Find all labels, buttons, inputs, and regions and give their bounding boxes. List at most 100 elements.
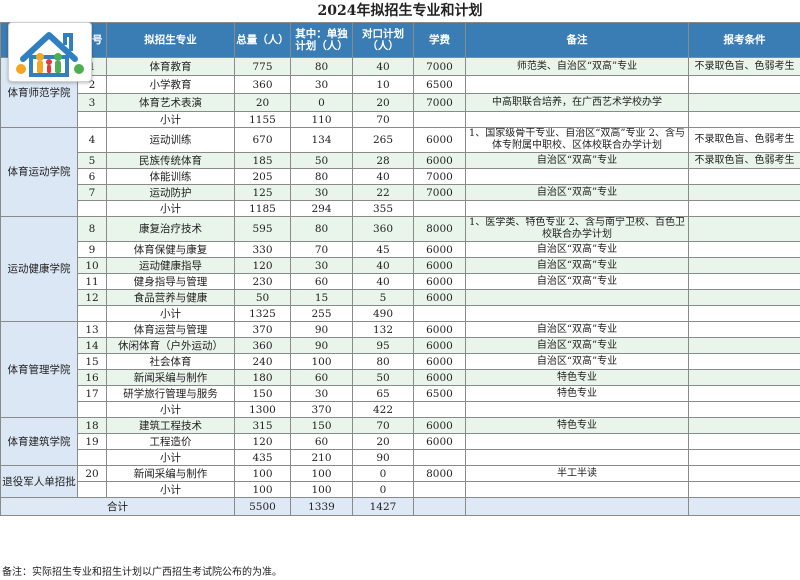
single-plan-count: 100 — [290, 465, 353, 482]
remark — [465, 75, 689, 94]
major-name: 休闲体育（户外运动） — [106, 337, 235, 354]
tuition-fee: 6500 — [413, 75, 466, 94]
row-number: 19 — [77, 433, 107, 450]
subtotal-duikou: 355 — [352, 200, 414, 217]
total-count: 230 — [234, 273, 291, 290]
total-count: 150 — [234, 385, 291, 402]
major-name: 工程造价 — [106, 433, 235, 450]
table-row: 运动健康学院 8 康复治疗技术 595 80 360 8000 1、医学类、特色专业 2、含与… — [0, 216, 800, 322]
table-row: 16 新闻采编与制作 180 60 50 6000 特色专业 — [1, 369, 800, 386]
subtotal-row: 小计 100 100 0 — [1, 481, 800, 498]
table-row: 体育管理学院 13 体育运营与管理 370 90 132 6000 自治区“双高”专业 — [0, 321, 800, 418]
grand-total-total: 5500 — [234, 497, 291, 516]
major-name: 体育艺术表演 — [106, 93, 235, 112]
total-count: 670 — [234, 127, 291, 153]
header-major: 拟招生专业 — [106, 22, 235, 58]
subtotal-total: 100 — [234, 481, 291, 498]
tuition-fee: 6000 — [413, 152, 466, 169]
total-count: 100 — [234, 465, 291, 482]
tuition-fee: 6500 — [413, 385, 466, 402]
single-plan-count: 60 — [290, 433, 353, 450]
tuition-fee: 6000 — [413, 417, 466, 434]
total-count: 50 — [234, 289, 291, 306]
requirements — [688, 216, 800, 242]
row-number: 11 — [77, 273, 107, 290]
table-row: 6 体能训练 205 80 40 7000 — [1, 168, 800, 185]
subtotal-duikou: 422 — [352, 401, 414, 418]
subtotal-empty — [688, 401, 800, 418]
header-requirements: 报考条件 — [688, 22, 800, 58]
remark: 自治区“双高”专业 — [465, 337, 689, 354]
grand-total-empty — [413, 497, 466, 516]
subtotal-single: 294 — [290, 200, 353, 217]
tuition-fee: 6000 — [413, 433, 466, 450]
tuition-fee: 6000 — [413, 289, 466, 306]
duikou-plan-count: 40 — [352, 57, 414, 76]
subtotal-row: 小计 1325 255 490 — [1, 305, 800, 322]
single-plan-count: 30 — [290, 257, 353, 274]
row-number: 10 — [77, 257, 107, 274]
tuition-fee: 7000 — [413, 93, 466, 112]
header-note: 备注 — [465, 22, 689, 58]
major-name: 小学教育 — [106, 75, 235, 94]
row-number: 5 — [77, 152, 107, 169]
total-count: 595 — [234, 216, 291, 242]
subtotal-total: 1155 — [234, 111, 291, 128]
single-plan-count: 15 — [290, 289, 353, 306]
tuition-fee: 8000 — [413, 216, 466, 242]
duikou-plan-count: 360 — [352, 216, 414, 242]
tuition-fee: 7000 — [413, 57, 466, 76]
major-name: 民族传统体育 — [106, 152, 235, 169]
requirements — [688, 289, 800, 306]
subtotal-total: 1300 — [234, 401, 291, 418]
subtotal-empty — [465, 449, 689, 466]
subtotal-row: 小计 435 210 90 — [1, 449, 800, 466]
duikou-plan-count: 132 — [352, 321, 414, 338]
table-row: 体育运动学院 4 运动训练 670 134 265 6000 1、国家级骨干专业、自治区“双高… — [0, 127, 800, 217]
grand-total-single: 1339 — [290, 497, 353, 516]
table-row: 17 研学旅行管理与服务 150 30 65 6500 特色专业 — [1, 385, 800, 402]
college-name: 体育运动学院 — [0, 127, 78, 217]
single-plan-count: 0 — [290, 93, 353, 112]
major-name: 运动健康指导 — [106, 257, 235, 274]
single-plan-count: 30 — [290, 75, 353, 94]
requirements — [688, 184, 800, 201]
remark: 自治区“双高”专业 — [465, 273, 689, 290]
tuition-fee: 6000 — [413, 257, 466, 274]
duikou-plan-count: 20 — [352, 433, 414, 450]
remark: 自治区“双高”专业 — [465, 353, 689, 370]
subtotal-label: 小计 — [106, 111, 235, 128]
subtotal-spacer — [77, 200, 107, 217]
subtotal-single: 110 — [290, 111, 353, 128]
table-row: 体育建筑学院 18 建筑工程技术 315 150 70 6000 特色专业 — [0, 417, 800, 466]
duikou-plan-count: 70 — [352, 417, 414, 434]
row-number: 7 — [77, 184, 107, 201]
header-single: 其中：单独计划（人） — [290, 22, 353, 58]
subtotal-duikou: 70 — [352, 111, 414, 128]
row-number: 17 — [77, 385, 107, 402]
header-duikou: 对口计划（人） — [352, 22, 414, 58]
remark: 特色专业 — [465, 385, 689, 402]
major-name: 健身指导与管理 — [106, 273, 235, 290]
subtotal-empty — [465, 481, 689, 498]
duikou-plan-count: 95 — [352, 337, 414, 354]
subtotal-duikou: 90 — [352, 449, 414, 466]
college-name: 退役军人单招批 — [0, 465, 78, 498]
duikou-plan-count: 10 — [352, 75, 414, 94]
subtotal-spacer — [77, 305, 107, 322]
subtotal-total: 1325 — [234, 305, 291, 322]
subtotal-empty — [413, 200, 466, 217]
remark — [465, 168, 689, 185]
subtotal-duikou: 0 — [352, 481, 414, 498]
row-number: 9 — [77, 241, 107, 258]
total-count: 180 — [234, 369, 291, 386]
requirements — [688, 93, 800, 112]
single-plan-count: 60 — [290, 369, 353, 386]
remark — [465, 289, 689, 306]
subtotal-empty — [413, 481, 466, 498]
remark — [465, 433, 689, 450]
total-count: 330 — [234, 241, 291, 258]
table-header-row: 序号 拟招生专业 总量（人） 其中：单独计划（人） 对口计划（人） 学费 备注 … — [0, 22, 800, 58]
table-row: 退役军人单招批 20 新闻采编与制作 100 100 0 8000 半工半读 — [0, 465, 800, 498]
major-name: 新闻采编与制作 — [106, 369, 235, 386]
